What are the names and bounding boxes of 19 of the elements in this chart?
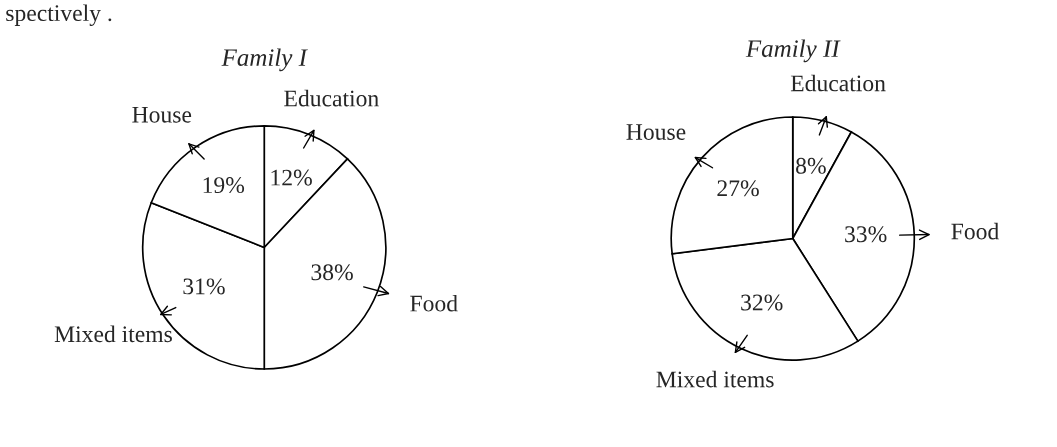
data-label: 32% xyxy=(741,294,783,311)
data-label: 31% xyxy=(183,278,225,295)
slice-label: Education xyxy=(790,74,886,92)
data-label: 27% xyxy=(717,180,759,197)
legend-label: Food xyxy=(951,222,999,240)
slice-label: Mixed items xyxy=(54,325,172,343)
slice-label: House xyxy=(132,106,192,123)
data-label: 33% xyxy=(845,226,887,243)
slice-label: Education xyxy=(284,89,379,107)
chart-title: Family II xyxy=(745,39,841,63)
data-label: 38% xyxy=(311,264,353,281)
data-label: 19% xyxy=(203,177,245,194)
legend-label: Food xyxy=(410,294,458,312)
data-label: 8% xyxy=(796,157,826,174)
text: spectively . xyxy=(6,4,112,26)
slice-label: House xyxy=(626,124,686,140)
data-label: 12% xyxy=(271,169,312,186)
slice-label: Mixed items xyxy=(656,370,774,388)
chart-title: Family I xyxy=(221,48,308,72)
